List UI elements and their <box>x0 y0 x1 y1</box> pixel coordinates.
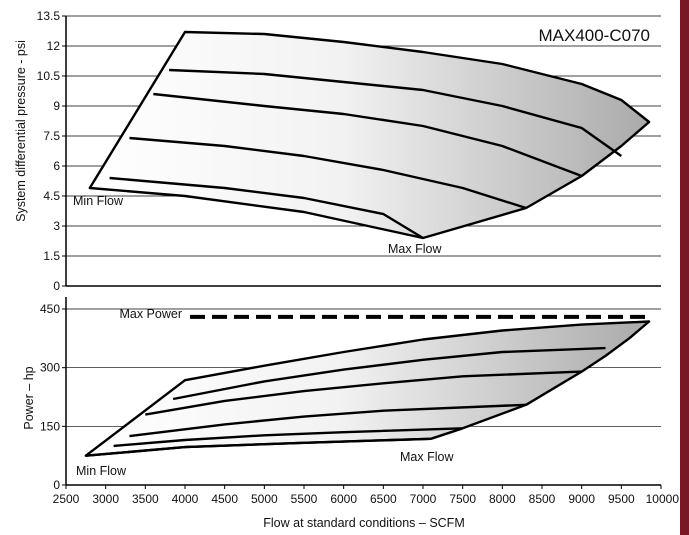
power-y-tick-label: 300 <box>40 361 60 375</box>
x-tick-label: 5000 <box>251 492 278 506</box>
pressure-y-tick-label: 3 <box>53 219 60 233</box>
power-curve <box>85 437 431 457</box>
x-tick-label: 4000 <box>172 492 199 506</box>
pressure-curve <box>129 136 527 210</box>
pressure-envelope <box>88 30 651 240</box>
pressure-y-tick-label: 13.5 <box>37 9 61 23</box>
x-tick-label: 7500 <box>449 492 476 506</box>
pressure-chart: 0 1.5 3 4.5 6 7.5 9 10.5 12 13.5 MAX400-C070 Min … <box>14 9 661 293</box>
x-tick-label: 9000 <box>568 492 595 506</box>
pressure-y-ticks: 0 1.5 3 4.5 6 7.5 9 10.5 12 13.5 <box>37 9 66 293</box>
x-tick-label: 8000 <box>489 492 516 506</box>
power-y-axis-title: Power – hp <box>22 366 36 429</box>
power-curve <box>113 427 463 448</box>
power-min-flow-label: Min Flow <box>76 464 127 478</box>
pressure-series-group <box>109 68 622 240</box>
pressure-y-tick-label: 7.5 <box>43 129 60 143</box>
pressure-curve <box>109 176 424 240</box>
pressure-max-flow-label: Max Flow <box>388 242 442 256</box>
x-tick-label: 2500 <box>53 492 80 506</box>
power-curve <box>172 346 606 401</box>
pressure-y-tick-label: 9 <box>53 99 60 113</box>
x-tick-label: 10000 <box>646 492 680 506</box>
x-tick-label: 3500 <box>132 492 159 506</box>
power-chart: 0 150 300 450 2500 3000 3500 4000 4500 5000 5500 6… <box>22 297 679 530</box>
x-tick-label: 6500 <box>370 492 397 506</box>
x-axis-title: Flow at standard conditions – SCFM <box>263 516 464 530</box>
pressure-curve <box>153 92 583 178</box>
x-tick-label: 6000 <box>330 492 357 506</box>
pressure-y-tick-label: 4.5 <box>43 189 60 203</box>
pressure-y-tick-label: 1.5 <box>43 249 60 263</box>
power-envelope <box>84 320 651 457</box>
power-y-ticks: 0 150 300 450 <box>40 302 66 492</box>
pressure-min-flow-label: Min Flow <box>73 194 124 208</box>
max-power-label: Max Power <box>119 307 182 321</box>
x-tick-label: 8500 <box>529 492 556 506</box>
model-label: MAX400-C070 <box>538 26 650 45</box>
power-max-flow-label: Max Flow <box>400 450 454 464</box>
x-tick-label: 3000 <box>92 492 119 506</box>
power-curve <box>129 403 527 438</box>
power-x-ticks: 2500 3000 3500 4000 4500 5000 5500 6000 6500 7000… <box>53 485 680 506</box>
x-tick-label: 9500 <box>608 492 635 506</box>
x-tick-label: 7000 <box>410 492 437 506</box>
power-y-tick-label: 450 <box>40 302 60 316</box>
pressure-y-tick-label: 6 <box>53 159 60 173</box>
pressure-y-axis-title: System differential pressure - psi <box>14 40 28 222</box>
x-tick-label: 5500 <box>291 492 318 506</box>
power-y-tick-label: 150 <box>40 419 60 433</box>
x-tick-label: 4500 <box>211 492 238 506</box>
pressure-y-tick-label: 0 <box>53 279 60 293</box>
power-y-tick-label: 0 <box>53 478 60 492</box>
pressure-y-tick-label: 10.5 <box>37 69 61 83</box>
power-curve <box>145 370 582 416</box>
pressure-y-tick-label: 12 <box>47 39 61 53</box>
brand-side-bar <box>680 0 689 535</box>
power-series-group <box>85 346 606 457</box>
pressure-curve <box>169 68 622 157</box>
